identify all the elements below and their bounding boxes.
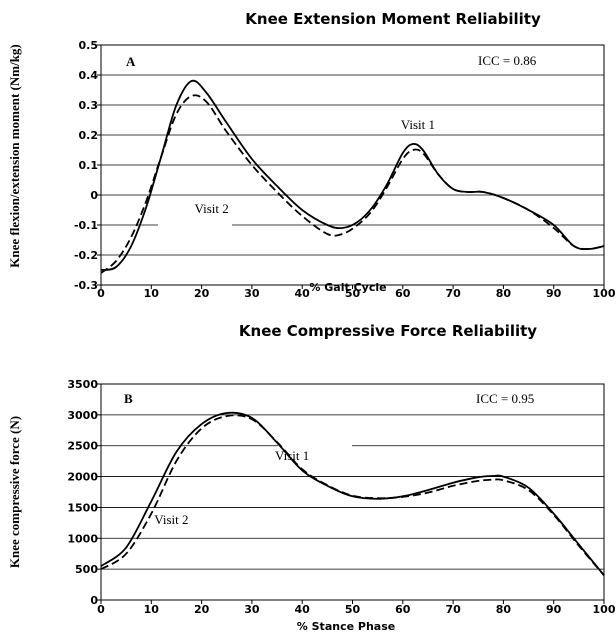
chart-b-y-axis-label: Knee compressive force (N) (7, 416, 22, 568)
chart-a-x-axis-label: % Gait Cycle (309, 281, 386, 294)
chart-b-y-tick-label: 3000 (67, 409, 98, 422)
chart-a-series-2-line (100, 94, 605, 274)
chart-b-x-tick-label: 20 (194, 603, 210, 616)
chart-b-panel-label: B (124, 391, 133, 406)
chart-b-y-tick-label: 500 (75, 563, 98, 576)
chart-b-x-tick-label: 100 (593, 603, 616, 616)
chart-a-x-tick-label: 60 (395, 287, 411, 300)
chart-a-x-tick-label: 50 (345, 287, 361, 300)
chart-b-x-tick-label: 40 (295, 603, 311, 616)
chart-b-x-tick-label: 90 (546, 603, 562, 616)
chart-b-x-tick-label: 80 (496, 603, 512, 616)
chart-a-plot: 0.50.40.30.20.10-0.1-0.2-0.30 10 20 30 40 50 6… (74, 39, 616, 300)
chart-b-x-tick-label: 60 (395, 603, 411, 616)
chart-b-y-tick-label: 3500 (67, 378, 98, 391)
chart-b-x-tick-label: 30 (244, 603, 260, 616)
chart-b-title: Knee Compressive Force Reliability (239, 322, 537, 340)
chart-b-y-tick-label: 2500 (67, 440, 98, 453)
chart-b-x-tick-label: 50 (345, 603, 361, 616)
chart-b-plot: 3500 3000 2500 2000 1500 1000 500 00 10 20 30 40 50 6… (67, 378, 615, 616)
chart-b-series-2-line (100, 414, 605, 576)
chart-b-y-tick-label: 0 (90, 594, 98, 607)
chart-a-x-tick-label: 90 (546, 287, 562, 300)
chart-b-y-tick-label: 2000 (67, 471, 98, 484)
chart-a-y-tick-label: 0.1 (79, 159, 99, 172)
chart-a-panel-label: A (126, 54, 136, 69)
chart-b-icc-label: ICC = 0.95 (476, 391, 534, 406)
chart-a-x-tick-label: 80 (496, 287, 512, 300)
chart-a-annotation-2: Visit 2 (195, 201, 229, 216)
chart-a-series-1-line (100, 79, 605, 271)
chart-a-x-tick-label: 70 (445, 287, 461, 300)
chart-b-annotation-2: Visit 2 (154, 512, 188, 527)
chart-a-y-tick-label: 0.4 (79, 69, 99, 82)
chart-a-y-axis-label: Knee flexion/extension moment (Nm/kg) (7, 44, 22, 268)
chart-a-x-tick-label: 0 (97, 287, 105, 300)
chart-a-x-tick-label: 100 (593, 287, 616, 300)
chart-b-y-tick-label: 1500 (67, 501, 98, 514)
chart-a-y-tick-label: 0.5 (79, 39, 99, 52)
chart-b-x-axis-label: % Stance Phase (297, 620, 395, 633)
chart-b-y-tick-label: 1000 (67, 532, 98, 545)
chart-b-series-1-line (100, 411, 605, 576)
chart-a-icc-label: ICC = 0.86 (478, 53, 537, 68)
chart-b-x-tick-label: 0 (97, 603, 105, 616)
chart-a-x-tick-label: 20 (194, 287, 210, 300)
chart-a-annotation-1: Visit 1 (401, 117, 435, 132)
chart-a-x-tick-label: 30 (244, 287, 260, 300)
chart-a-y-tick-label: 0 (90, 189, 98, 202)
chart-a-y-tick-label: -0.2 (74, 249, 98, 262)
chart-b-x-tick-label: 70 (445, 603, 461, 616)
chart-a-x-tick-label: 10 (144, 287, 160, 300)
chart-a-y-tick-label: 0.2 (79, 129, 99, 142)
chart-b-frame (100, 383, 605, 601)
chart-a-y-tick-label: -0.3 (74, 279, 98, 292)
chart-a-y-tick-label: -0.1 (74, 219, 98, 232)
chart-b-x-tick-label: 10 (144, 603, 160, 616)
chart-a-title: Knee Extension Moment Reliability (245, 10, 541, 28)
chart-a-y-tick-label: 0.3 (79, 99, 99, 112)
chart-a-x-tick-label: 40 (295, 287, 311, 300)
chart-b-annotation-1: Visit 1 (275, 448, 309, 463)
